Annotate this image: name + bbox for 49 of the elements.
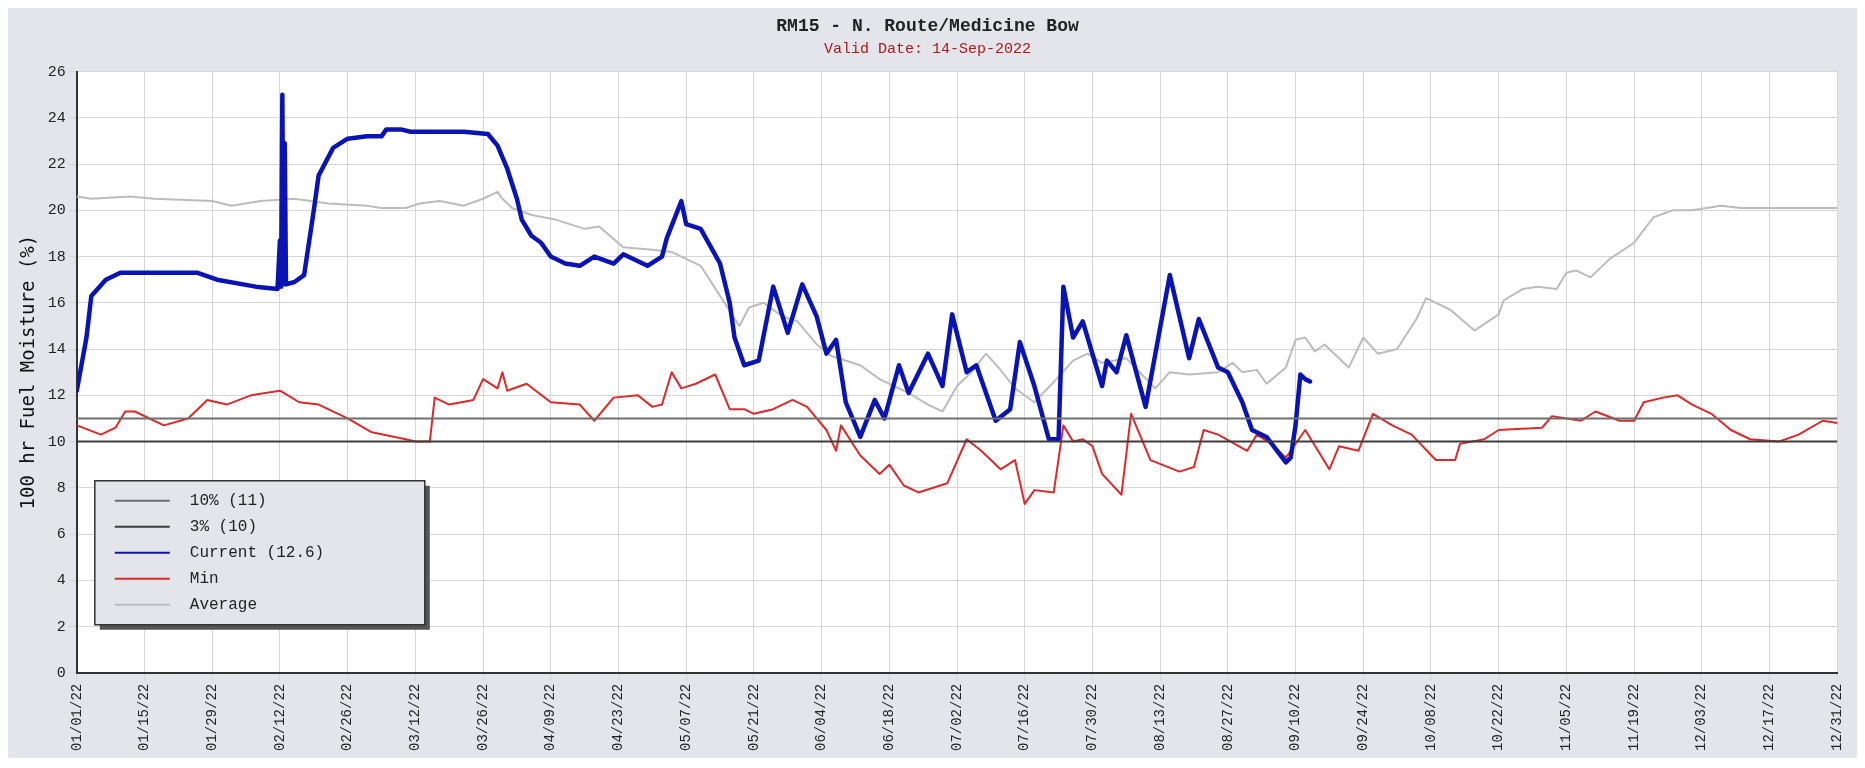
y-tick-label: 10	[47, 433, 66, 451]
x-tick-label: 12/17/22	[1761, 683, 1778, 752]
y-axis-title: 100 hr Fuel Moisture (%)	[16, 234, 39, 510]
x-tick-label: 04/23/22	[610, 683, 627, 752]
y-tick-label: 16	[47, 294, 66, 312]
x-tick-label: 06/18/22	[881, 683, 897, 752]
x-tick-label: 11/19/22	[1625, 683, 1642, 752]
y-tick-label: 12	[47, 387, 66, 405]
y-tick-label: 0	[56, 664, 66, 682]
y-tick-label: 2	[56, 618, 66, 636]
x-tick-label: 04/09/22	[542, 683, 559, 752]
y-tick-label: 26	[47, 63, 66, 81]
x-tick-label: 10/22/22	[1490, 683, 1507, 752]
x-tick-label: 02/26/22	[339, 683, 356, 752]
x-tick-label: 11/05/22	[1558, 683, 1575, 752]
x-tick-label: 06/04/22	[813, 683, 830, 752]
x-tick-label: 03/26/22	[474, 683, 491, 752]
y-tick-label: 6	[56, 526, 66, 544]
x-tick-label: 09/24/22	[1354, 683, 1371, 752]
y-tick-label: 20	[47, 202, 66, 220]
x-tick-label: 02/12/22	[271, 683, 288, 752]
x-tick-label: 10/08/22	[1422, 683, 1439, 752]
y-tick-label: 4	[56, 572, 66, 590]
x-tick-label: 12/03/22	[1693, 683, 1710, 752]
x-tick-label: 03/12/22	[407, 683, 424, 752]
y-tick-label: 22	[47, 156, 66, 174]
chart-subtitle: Valid Date: 14-Sep-2022	[823, 40, 1032, 58]
x-tick-label: 07/30/22	[1084, 683, 1101, 752]
x-tick-label: 05/21/22	[745, 683, 762, 752]
x-tick-label: 08/13/22	[1151, 683, 1168, 752]
y-tick-label: 8	[56, 479, 66, 497]
y-tick-label: 24	[47, 109, 66, 127]
legend-label: Min	[189, 570, 219, 589]
x-tick-label: 12/31/22	[1828, 683, 1845, 752]
x-tick-label: 09/10/22	[1287, 683, 1304, 752]
x-tick-label: 01/01/22	[68, 683, 85, 752]
legend-label: 10% (11)	[189, 492, 267, 511]
legend-label: Current (12.6)	[189, 544, 325, 563]
x-tick-label: 05/07/22	[677, 683, 694, 752]
x-tick-label: 07/02/22	[948, 683, 965, 752]
chart-title: RM15 - N. Route/Medicine Bow	[776, 16, 1079, 37]
x-tick-label: 01/15/22	[136, 683, 153, 752]
y-tick-label: 14	[47, 341, 66, 359]
x-tick-label: 01/29/22	[203, 683, 220, 752]
y-tick-label: 18	[47, 248, 66, 266]
legend-label: 3% (10)	[189, 518, 258, 537]
x-tick-label: 07/16/22	[1016, 683, 1033, 752]
legend-label: Average	[189, 596, 258, 615]
x-tick-label: 08/27/22	[1219, 683, 1236, 752]
